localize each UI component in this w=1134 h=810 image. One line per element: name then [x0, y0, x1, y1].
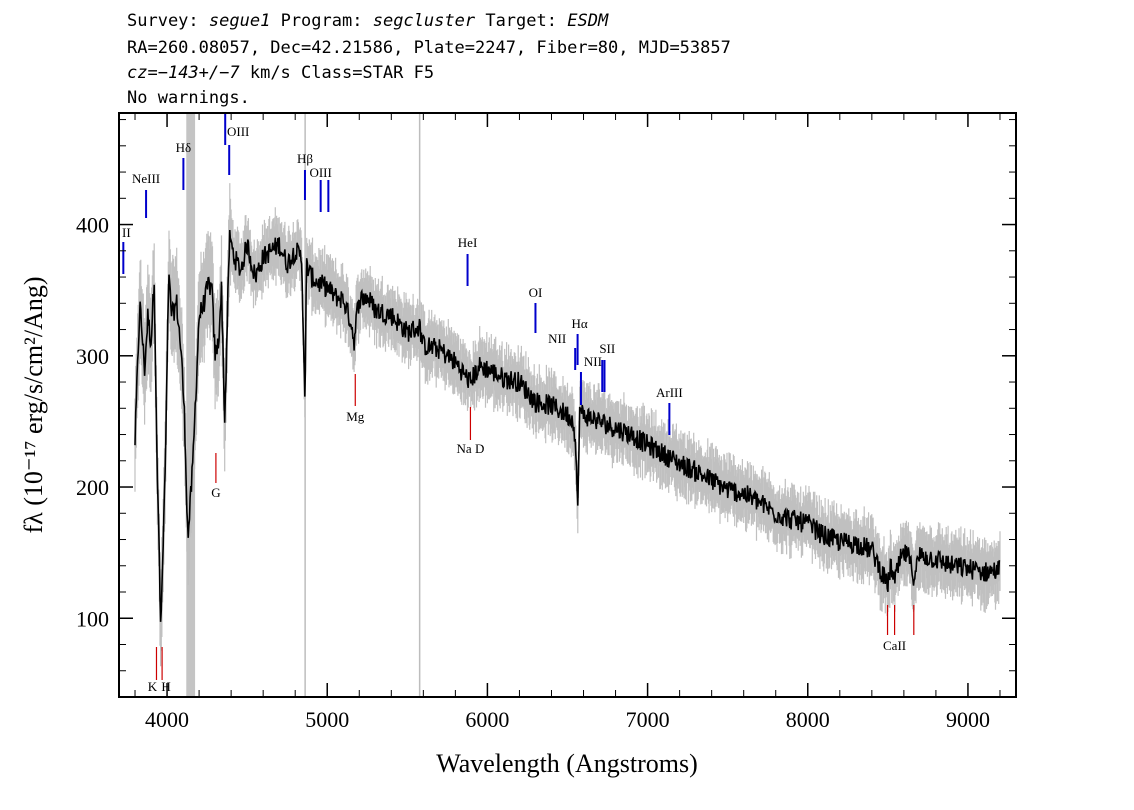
line-label-0: NeIII — [132, 171, 160, 186]
cz-value: −143+/−7 — [157, 63, 240, 83]
line-label-2: OIII — [227, 124, 249, 139]
line-label-1: Hδ — [176, 140, 192, 155]
x-axis-label: Wavelength (Angstroms) — [436, 749, 697, 778]
line-label-15: G — [211, 485, 220, 500]
y-tick-label-400: 400 — [76, 213, 109, 238]
line-label-5: HeI — [458, 235, 478, 250]
y-tick-label-200: 200 — [76, 475, 109, 500]
line-label-7: NII — [548, 331, 566, 346]
line-label-9: NII — [584, 354, 602, 369]
y-tick-label-300: 300 — [76, 344, 109, 369]
y-tick-label-100: 100 — [76, 606, 109, 631]
survey-name: segue1 — [208, 11, 271, 31]
header-line-3: cz=−143+/−7 km/s Class=STAR F5 — [127, 63, 435, 83]
line-label-12: II — [122, 225, 131, 240]
line-label-11: ArIII — [656, 385, 683, 400]
x-tick-label-4000: 4000 — [145, 707, 189, 732]
x-tick-label-5000: 5000 — [305, 707, 349, 732]
plot-frame — [118, 112, 1017, 698]
program-name: segcluster — [372, 11, 476, 31]
y-axis-label: fλ (10⁻¹⁷ erg/s/cm²/Ang) — [19, 276, 48, 533]
x-tick-label-9000: 9000 — [946, 707, 990, 732]
target-name: ESDM — [567, 11, 609, 31]
line-label-17: Na D — [457, 441, 485, 456]
line-label-8: Hα — [571, 316, 587, 331]
spectral-line-markers: NeIIIHδOIIIHβOIIIHeIOINIIHαNIISIIArIIIII… — [122, 114, 915, 694]
line-label-6: OI — [529, 285, 543, 300]
flux-spectrum-line — [134, 229, 1001, 622]
x-tick-label-8000: 8000 — [786, 707, 830, 732]
masked-gap-band — [186, 113, 196, 697]
line-label-16: Mg — [346, 409, 365, 424]
x-tick-label-6000: 6000 — [465, 707, 509, 732]
line-label-4: OIII — [309, 165, 331, 180]
x-tick-label-7000: 7000 — [626, 707, 670, 732]
line-label-13: K — [148, 679, 158, 694]
line-label-3: Hβ — [297, 151, 313, 166]
header-line-1: Survey: segue1 Program: segcluster Targe… — [127, 11, 609, 31]
line-label-10: SII — [599, 341, 615, 356]
line-label-18: CaII — [883, 638, 906, 653]
header-line-2: RA=260.08057, Dec=42.21586, Plate=2247, … — [127, 38, 731, 58]
header-line-4: No warnings. — [127, 88, 250, 108]
line-label-14: H — [161, 679, 170, 694]
